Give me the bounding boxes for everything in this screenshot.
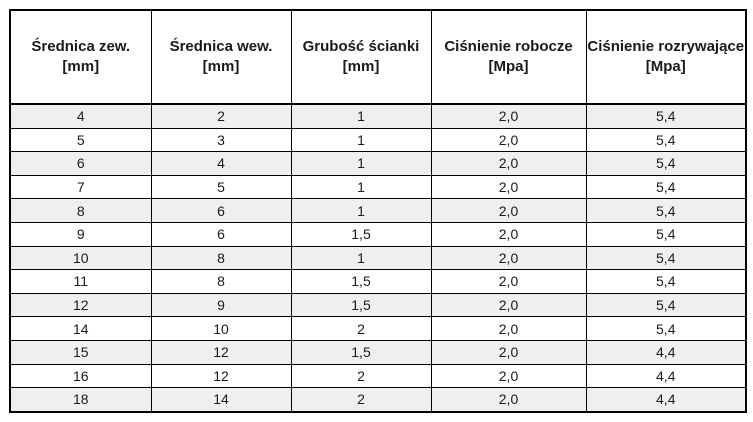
table-row: 18 14 2 2,0 4,4	[9, 387, 747, 413]
table-cell: 9	[150, 292, 292, 318]
table-cell: 2,0	[430, 339, 587, 365]
table-cell: 4	[9, 103, 152, 129]
table-cell: 18	[9, 387, 152, 413]
table-cell: 2,0	[430, 174, 587, 200]
table-cell: 2	[150, 103, 292, 129]
table-cell: 5,4	[585, 151, 747, 176]
table-cell: 1	[290, 245, 432, 271]
table-row: 14 10 2 2,0 5,4	[9, 316, 747, 341]
hose-pressure-table: Średnica zew. [mm] Średnica wew. [mm] Gruboś…	[9, 9, 747, 413]
table-cell: 5,4	[585, 103, 747, 129]
table-cell: 5,4	[585, 221, 747, 247]
table-cell: 2,0	[430, 363, 587, 389]
table-cell: 6	[150, 198, 292, 223]
table-cell: 10	[9, 245, 152, 271]
table-cell: 16	[9, 363, 152, 389]
table-cell: 5	[9, 127, 152, 153]
column-title: Średnica wew.	[169, 38, 273, 55]
column-unit: [mm]	[342, 58, 380, 75]
table-cell: 2,0	[430, 103, 587, 129]
table-cell: 12	[150, 339, 292, 365]
table-cell: 1	[290, 103, 432, 129]
table-cell: 2,0	[430, 387, 587, 413]
table-cell: 9	[9, 221, 152, 247]
table-cell: 1,5	[290, 292, 432, 318]
table-cell: 4,4	[585, 387, 747, 413]
table-cell: 5,4	[585, 269, 747, 294]
table-cell: 2,0	[430, 151, 587, 176]
column-unit: [mm]	[202, 58, 240, 75]
table-cell: 4	[150, 151, 292, 176]
column-header-4: Ciśnienie robocze [Mpa]	[430, 9, 587, 105]
table-row: 11 8 1,5 2,0 5,4	[9, 269, 747, 294]
table-cell: 1,5	[290, 221, 432, 247]
table-cell: 8	[150, 269, 292, 294]
table-cell: 1,5	[290, 269, 432, 294]
table-cell: 2	[290, 363, 432, 389]
column-header-3: Grubość ścianki [mm]	[290, 9, 432, 105]
column-title: Grubość ścianki	[302, 38, 420, 55]
table-cell: 2,0	[430, 245, 587, 271]
table-cell: 6	[150, 221, 292, 247]
table-cell: 12	[9, 292, 152, 318]
column-header-5: Ciśnienie rozrywające [Mpa]	[585, 9, 747, 105]
table-row: 6 4 1 2,0 5,4	[9, 151, 747, 176]
table-cell: 1	[290, 198, 432, 223]
table-cell: 3	[150, 127, 292, 153]
table-cell: 2,0	[430, 316, 587, 341]
table-cell: 5,4	[585, 316, 747, 341]
table-cell: 12	[150, 363, 292, 389]
table-cell: 7	[9, 174, 152, 200]
table-cell: 1	[290, 151, 432, 176]
table-cell: 2,0	[430, 198, 587, 223]
table-header-row: Średnica zew. [mm] Średnica wew. [mm] Gruboś…	[9, 9, 747, 105]
table-cell: 5	[150, 174, 292, 200]
table-row: 15 12 1,5 2,0 4,4	[9, 339, 747, 365]
table-row: 8 6 1 2,0 5,4	[9, 198, 747, 223]
column-title: Ciśnienie robocze	[444, 38, 573, 55]
table-cell: 1	[290, 174, 432, 200]
table-row: 16 12 2 2,0 4,4	[9, 363, 747, 389]
table-cell: 1,5	[290, 339, 432, 365]
table-cell: 10	[150, 316, 292, 341]
table-cell: 2,0	[430, 269, 587, 294]
table-cell: 15	[9, 339, 152, 365]
table-cell: 8	[9, 198, 152, 223]
table-cell: 4,4	[585, 363, 747, 389]
table-cell: 5,4	[585, 245, 747, 271]
table-cell: 5,4	[585, 174, 747, 200]
table-cell: 2,0	[430, 221, 587, 247]
table-cell: 6	[9, 151, 152, 176]
column-title: Średnica zew.	[31, 38, 131, 55]
column-unit: [Mpa]	[488, 58, 529, 75]
table-row: 4 2 1 2,0 5,4	[9, 103, 747, 129]
column-unit: [Mpa]	[645, 58, 686, 75]
table-cell: 2	[290, 316, 432, 341]
column-title: Ciśnienie rozrywające	[587, 38, 745, 55]
table-cell: 5,4	[585, 127, 747, 153]
table-cell: 11	[9, 269, 152, 294]
table-row: 9 6 1,5 2,0 5,4	[9, 221, 747, 247]
column-header-2: Średnica wew. [mm]	[150, 9, 292, 105]
table-cell: 14	[150, 387, 292, 413]
table-row: 7 5 1 2,0 5,4	[9, 174, 747, 200]
table-cell: 5,4	[585, 292, 747, 318]
table-row: 5 3 1 2,0 5,4	[9, 127, 747, 153]
column-header-1: Średnica zew. [mm]	[9, 9, 152, 105]
column-unit: [mm]	[62, 58, 100, 75]
table-cell: 5,4	[585, 198, 747, 223]
table-cell: 8	[150, 245, 292, 271]
table-cell: 2,0	[430, 292, 587, 318]
table-row: 12 9 1,5 2,0 5,4	[9, 292, 747, 318]
table-cell: 2,0	[430, 127, 587, 153]
table-cell: 14	[9, 316, 152, 341]
table-cell: 4,4	[585, 339, 747, 365]
table-cell: 1	[290, 127, 432, 153]
table-cell: 2	[290, 387, 432, 413]
table-row: 10 8 1 2,0 5,4	[9, 245, 747, 271]
